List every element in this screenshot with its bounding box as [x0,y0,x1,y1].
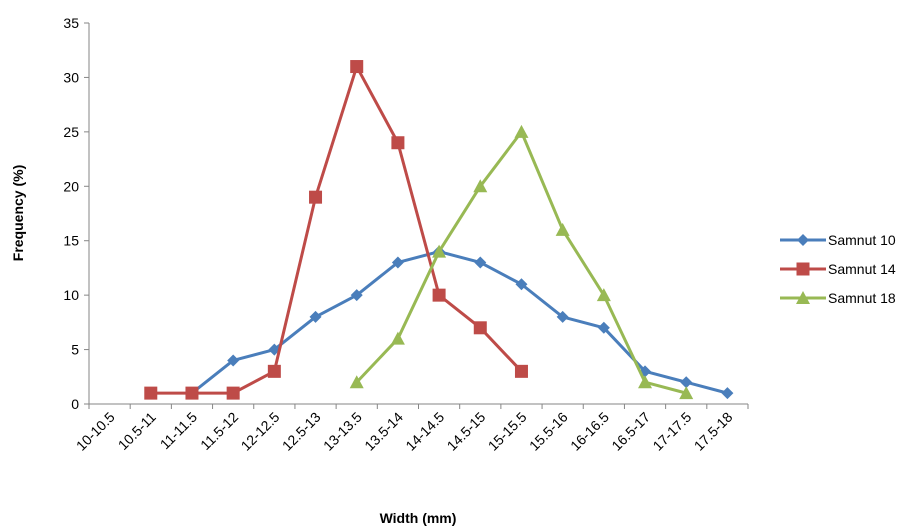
y-tick-label: 0 [71,396,79,412]
data-point [309,310,322,323]
data-point [185,386,199,400]
x-tick-label: 17-17.5 [649,409,694,454]
x-tick-label: 10.5-11 [115,409,159,453]
x-tick-label: 12.5-13 [279,409,324,454]
x-tick-label: 13-13.5 [320,409,365,454]
x-axis-title: Width (mm) [380,510,457,526]
data-point [390,331,405,345]
y-tick-label: 15 [63,233,79,249]
y-tick-label: 30 [63,69,79,85]
legend-marker [796,291,810,304]
legend-marker [797,234,809,246]
data-point [474,256,487,269]
legend-label: Samnut 10 [828,232,896,248]
data-point [514,124,529,138]
x-tick-label: 13.5-14 [361,409,406,454]
data-point [514,364,528,378]
x-tick-label: 15.5-16 [526,409,571,454]
x-tick-label: 15-15.5 [485,409,530,454]
data-point [432,244,447,258]
data-point [556,310,569,323]
data-point [144,386,158,400]
legend-entry: Samnut 18 [780,290,896,306]
series-2 [144,60,528,400]
data-point [349,375,364,389]
x-tick-label: 14.5-15 [444,409,489,454]
data-point [473,179,488,193]
series-line [150,65,523,395]
data-point [432,288,446,302]
x-tick-label: 14-14.5 [402,409,447,454]
y-tick-label: 5 [71,342,79,358]
legend-marker [796,262,810,276]
data-point [515,278,528,291]
legend-label: Samnut 18 [828,290,896,306]
x-tick-label: 12-12.5 [238,409,283,454]
legend-entry: Samnut 14 [780,261,896,277]
y-tick-label: 20 [63,178,79,194]
series-layer [144,60,734,400]
x-tick-label: 11.5-12 [197,409,241,453]
data-point [680,376,693,389]
data-point [679,386,694,400]
data-point [391,256,404,269]
data-point [309,190,323,204]
data-point [227,354,240,367]
data-point [267,364,281,378]
data-point [226,386,240,400]
y-tick-label: 10 [63,287,79,303]
series-3 [349,124,694,400]
data-point [350,289,363,302]
data-point [391,136,405,150]
data-point [555,222,570,236]
data-point [638,375,653,389]
x-tick-label: 17.5-18 [691,409,736,454]
data-point [721,387,734,400]
y-tick-label: 25 [63,124,79,140]
y-axis-title: Frequency (%) [10,165,26,261]
legend-label: Samnut 14 [828,261,896,277]
data-point [596,288,611,302]
x-tick-label: 11-11.5 [157,409,201,453]
data-point [473,321,487,335]
y-tick-label: 35 [63,15,79,31]
legend: Samnut 10 Samnut 14 Samnut 18 [780,232,896,306]
x-tick-label: 16.5-17 [608,409,653,454]
data-point [597,321,610,334]
x-tick-label: 16-16.5 [567,409,612,454]
x-tick-label: 10-10.5 [73,409,118,454]
data-point [350,60,364,74]
legend-entry: Samnut 10 [780,232,896,248]
